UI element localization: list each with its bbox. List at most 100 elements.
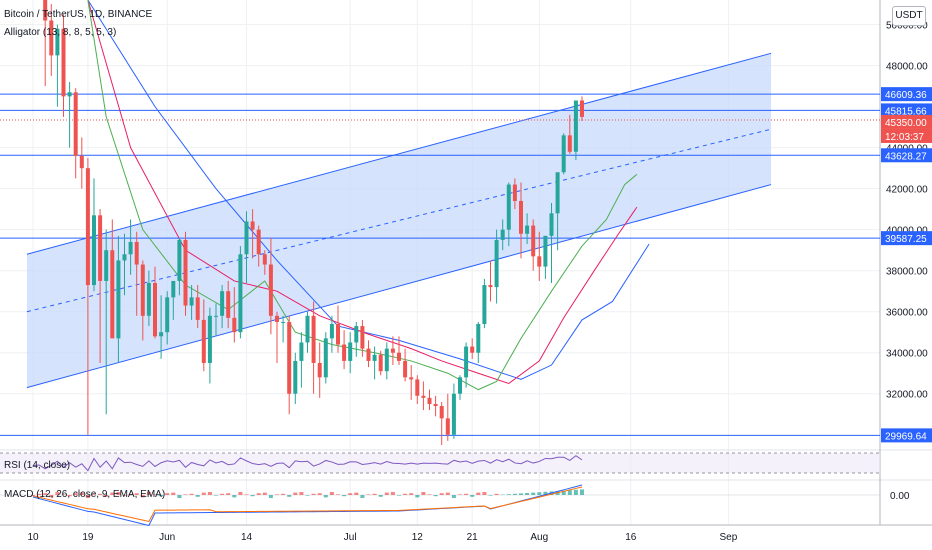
currency-button[interactable]: USDT: [892, 6, 926, 26]
macd-histogram-bar: [360, 495, 365, 498]
candle-body: [445, 418, 450, 435]
candle-body: [171, 280, 176, 298]
candle-body: [372, 354, 377, 361]
time-tick-label: 16: [625, 532, 637, 543]
indicator-panes: [0, 452, 880, 527]
candle-body: [403, 360, 408, 378]
candle-body: [159, 332, 164, 337]
price-label-text: 29969.64: [885, 431, 927, 442]
macd-histogram-bar: [305, 495, 310, 496]
macd-histogram-bar: [580, 489, 584, 495]
macd-histogram-bar: [439, 493, 444, 495]
candle-body: [134, 241, 139, 265]
symbol-title: Bitcoin / TetherUS, 1D, BINANCE: [4, 9, 153, 20]
price-label-text: 45350.00: [885, 118, 927, 129]
candle-body: [573, 100, 578, 152]
candle-body: [336, 324, 340, 345]
candle-body: [73, 92, 78, 156]
alligator-jaw-line: [87, 0, 650, 380]
macd-histogram-bar: [183, 494, 188, 495]
candle-body: [476, 324, 481, 353]
macd-histogram-bar: [104, 495, 109, 497]
price-tick-label: 32000.00: [886, 390, 928, 401]
price-label-box: [881, 148, 932, 163]
channel-fill: [26, 53, 772, 388]
macd-histogram-bar: [140, 495, 145, 498]
macd-histogram-bar: [55, 492, 60, 495]
macd-histogram-bar: [458, 494, 462, 495]
macd-histogram-bar: [506, 494, 511, 495]
candle-body: [439, 406, 444, 419]
macd-histogram-bar: [378, 495, 383, 497]
candle-body: [207, 315, 212, 363]
candle-body: [464, 346, 469, 378]
candle-body: [262, 254, 267, 265]
parallel-channel[interactable]: [26, 52, 772, 389]
candle-body: [183, 239, 188, 306]
candle-body: [494, 239, 499, 288]
macd-histogram-bar: [146, 492, 151, 495]
price-label-text: 43628.27: [885, 151, 927, 162]
alligator-legend: Alligator (13, 8, 8, 5, 5, 3): [4, 27, 117, 38]
candle-body: [366, 348, 371, 361]
candle-body: [165, 297, 170, 333]
time-tick-label: 19: [82, 532, 94, 543]
candle-body: [555, 172, 560, 214]
macd-histogram-bar: [323, 495, 328, 498]
candle-body: [421, 395, 426, 398]
macd-histogram-bar: [275, 494, 279, 495]
macd-histogram-bar: [281, 493, 286, 495]
macd-histogram-bar: [92, 494, 96, 495]
candle-body: [61, 28, 66, 97]
macd-histogram-bar: [153, 494, 157, 495]
candle-body: [49, 20, 54, 56]
candle-body: [329, 324, 334, 339]
candle-body: [293, 360, 298, 394]
macd-histogram-bar: [262, 492, 267, 495]
macd-histogram-bar: [519, 493, 523, 495]
candle-body: [415, 379, 420, 396]
rsi-line: [32, 455, 583, 472]
macd-histogram-bar: [79, 492, 84, 495]
candle-body: [549, 213, 554, 236]
price-label-text: 45815.66: [885, 106, 927, 117]
price-axis[interactable]: 32000.0034000.0036000.0038000.0040000.00…: [881, 21, 932, 502]
candle-body: [122, 254, 127, 261]
candle-body: [317, 362, 322, 378]
macd-histogram-bar: [98, 493, 103, 495]
macd-histogram-bar: [73, 493, 78, 495]
candle-body: [360, 326, 365, 349]
candle-body: [451, 393, 456, 435]
macd-histogram-bar: [433, 495, 438, 497]
price-tick-label: 38000.00: [886, 267, 928, 278]
price-tick-label: 48000.00: [886, 62, 928, 73]
channel-lower-line: [26, 184, 772, 389]
macd-histogram-bar: [427, 494, 432, 495]
macd-histogram-bar: [311, 493, 316, 495]
macd-histogram-bar: [366, 494, 371, 495]
candle-body: [55, 28, 60, 56]
macd-histogram-bar: [561, 490, 566, 495]
candle-body: [140, 264, 145, 316]
candle-body: [177, 239, 182, 281]
macd-histogram-bar: [159, 495, 164, 497]
macd-histogram-bar: [573, 489, 578, 495]
candle-body: [567, 135, 572, 152]
candle-body: [543, 235, 548, 267]
candle-body: [561, 135, 566, 173]
candle-body: [67, 92, 72, 97]
macd-histogram-bar: [122, 495, 127, 496]
macd-histogram-bar: [464, 493, 469, 495]
candle-body: [104, 250, 109, 281]
candle-body: [519, 200, 523, 234]
candle-body: [397, 352, 401, 361]
macd-histogram-bar: [329, 492, 334, 495]
macd-histogram-bar: [195, 495, 200, 497]
candle-body: [238, 254, 243, 333]
channel-upper-line: [26, 52, 772, 255]
macd-histogram-bar: [488, 495, 493, 496]
time-axis[interactable]: 10 19 Jun 14 Jul 12 21 Aug 16 Sep: [27, 532, 737, 543]
candle-body: [275, 315, 279, 322]
macd-histogram-bar: [256, 493, 261, 495]
